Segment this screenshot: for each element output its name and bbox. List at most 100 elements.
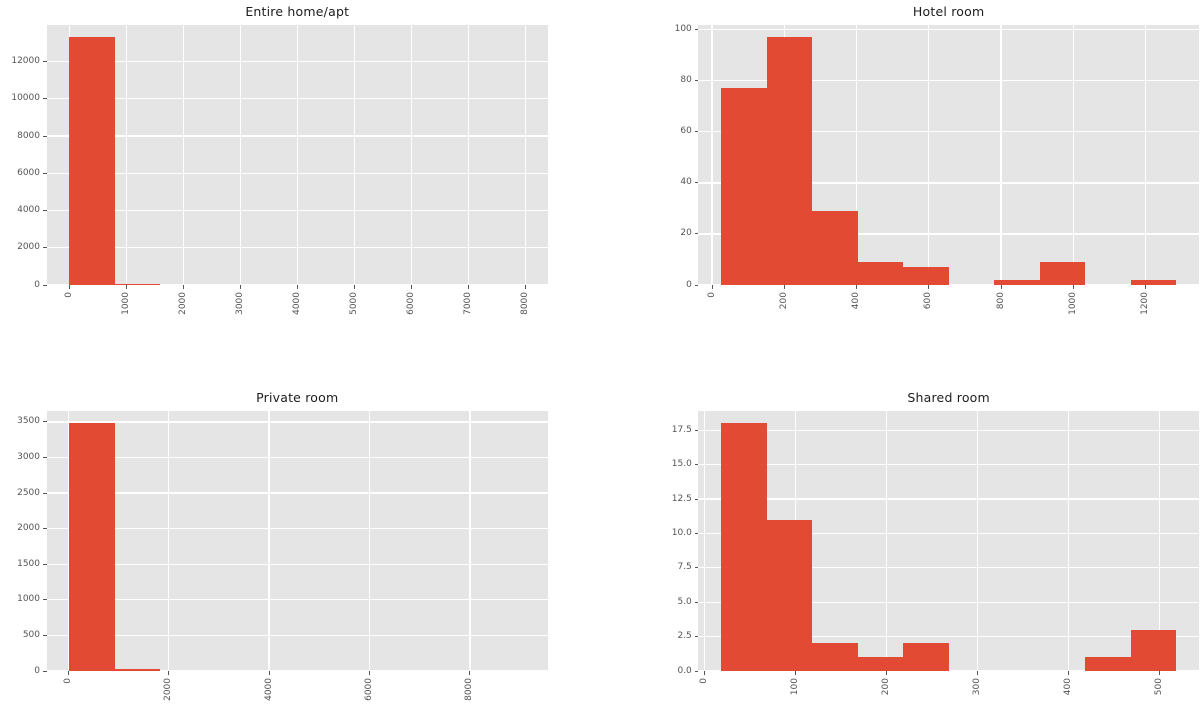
gridline (698, 464, 1199, 466)
tick-mark (43, 284, 47, 286)
histogram-bar (114, 283, 161, 285)
tick-mark (68, 285, 70, 289)
tick-mark (182, 285, 184, 289)
y-tick-label: 12.5 (671, 493, 692, 504)
tick-mark (928, 285, 930, 289)
gridline (467, 25, 469, 285)
tick-mark (694, 464, 699, 466)
y-tick-label: 7.5 (677, 562, 692, 573)
gridline (698, 284, 1199, 285)
gridline (46, 528, 548, 530)
gridline (698, 670, 1199, 671)
histogram-bar (69, 37, 115, 285)
x-tick-label: 2000 (163, 678, 174, 701)
x-tick-label: 300 (972, 678, 983, 696)
y-tick-label: 10000 (11, 93, 40, 104)
gridline (698, 233, 1199, 235)
gridline (46, 284, 548, 285)
y-tick-label: 8000 (17, 130, 40, 141)
y-tick-label: 0.0 (677, 665, 692, 676)
x-tick-label: 400 (851, 292, 862, 310)
chart-title: Shared room (907, 390, 990, 405)
x-tick-label: 1200 (1140, 292, 1151, 315)
gridline (353, 25, 355, 285)
x-tick-label: 800 (995, 292, 1006, 310)
plot-area (46, 411, 548, 671)
tick-mark (239, 285, 241, 289)
tick-mark (168, 671, 170, 675)
y-tick-label: 5.0 (677, 596, 692, 607)
gridline (698, 498, 1199, 500)
y-tick-label: 4000 (17, 205, 40, 216)
gridline (698, 131, 1199, 133)
gridline (46, 670, 548, 671)
gridline (268, 411, 270, 671)
histogram-bar (812, 210, 858, 285)
y-tick-label: 3500 (17, 416, 40, 427)
gridline (855, 25, 858, 285)
x-tick-label: 2000 (177, 292, 188, 315)
tick-mark (125, 285, 127, 289)
chart-title: Hotel room (912, 4, 985, 19)
tick-mark (43, 492, 47, 494)
tick-mark (43, 670, 47, 672)
tick-mark (783, 285, 785, 289)
tick-mark (694, 498, 699, 500)
y-tick-label: 6000 (17, 167, 40, 178)
y-tick-label: 2.5 (677, 631, 692, 642)
histogram-bar (1039, 262, 1086, 285)
gridline (168, 411, 170, 671)
y-tick-label: 100 (674, 24, 692, 35)
gridline (1072, 25, 1074, 285)
gridline (698, 182, 1199, 184)
x-tick-label: 7000 (462, 292, 473, 315)
y-tick-label: 3000 (17, 452, 40, 463)
histogram-bar (857, 657, 904, 671)
gridline (46, 492, 548, 494)
tick-mark (43, 563, 47, 565)
gridline (46, 599, 548, 601)
tick-mark (694, 80, 699, 82)
y-tick-label: 15.0 (671, 459, 692, 470)
y-tick-label: 500 (22, 629, 40, 640)
gridline (46, 135, 548, 137)
gridline (46, 456, 548, 459)
tick-mark (694, 182, 699, 184)
tick-mark (353, 285, 355, 289)
tick-mark (694, 131, 699, 133)
y-tick-label: 2500 (17, 487, 40, 498)
tick-mark (43, 599, 47, 601)
histogram-bar (857, 262, 904, 285)
y-tick-label: 0 (34, 665, 40, 676)
y-tick-label: 2000 (17, 242, 40, 253)
histogram-bar (812, 643, 858, 671)
gridline (1159, 411, 1161, 671)
gridline (698, 532, 1199, 535)
gridline (1000, 25, 1002, 285)
y-tick-label: 12000 (11, 56, 40, 67)
gridline (928, 25, 930, 285)
histogram-bar (1130, 279, 1177, 285)
tick-mark (1000, 285, 1002, 289)
gridline (46, 172, 548, 174)
y-tick-label: 80 (680, 75, 692, 86)
tick-mark (469, 671, 471, 675)
tick-mark (410, 285, 412, 289)
tick-mark (67, 671, 69, 675)
tick-mark (977, 671, 979, 675)
gridline (698, 567, 1199, 569)
tick-mark (694, 532, 699, 534)
tick-mark (369, 671, 371, 675)
gridline (704, 411, 706, 671)
histogram-bar (903, 643, 949, 671)
y-tick-label: 60 (680, 126, 692, 137)
gridline (46, 421, 548, 423)
gridline (469, 411, 471, 671)
gridline (698, 429, 1199, 431)
gridline (182, 25, 184, 285)
tick-mark (694, 429, 699, 431)
tick-mark (43, 421, 47, 423)
tick-mark (43, 172, 47, 174)
histogram-bar (766, 37, 813, 285)
x-tick-label: 3000 (234, 292, 245, 315)
